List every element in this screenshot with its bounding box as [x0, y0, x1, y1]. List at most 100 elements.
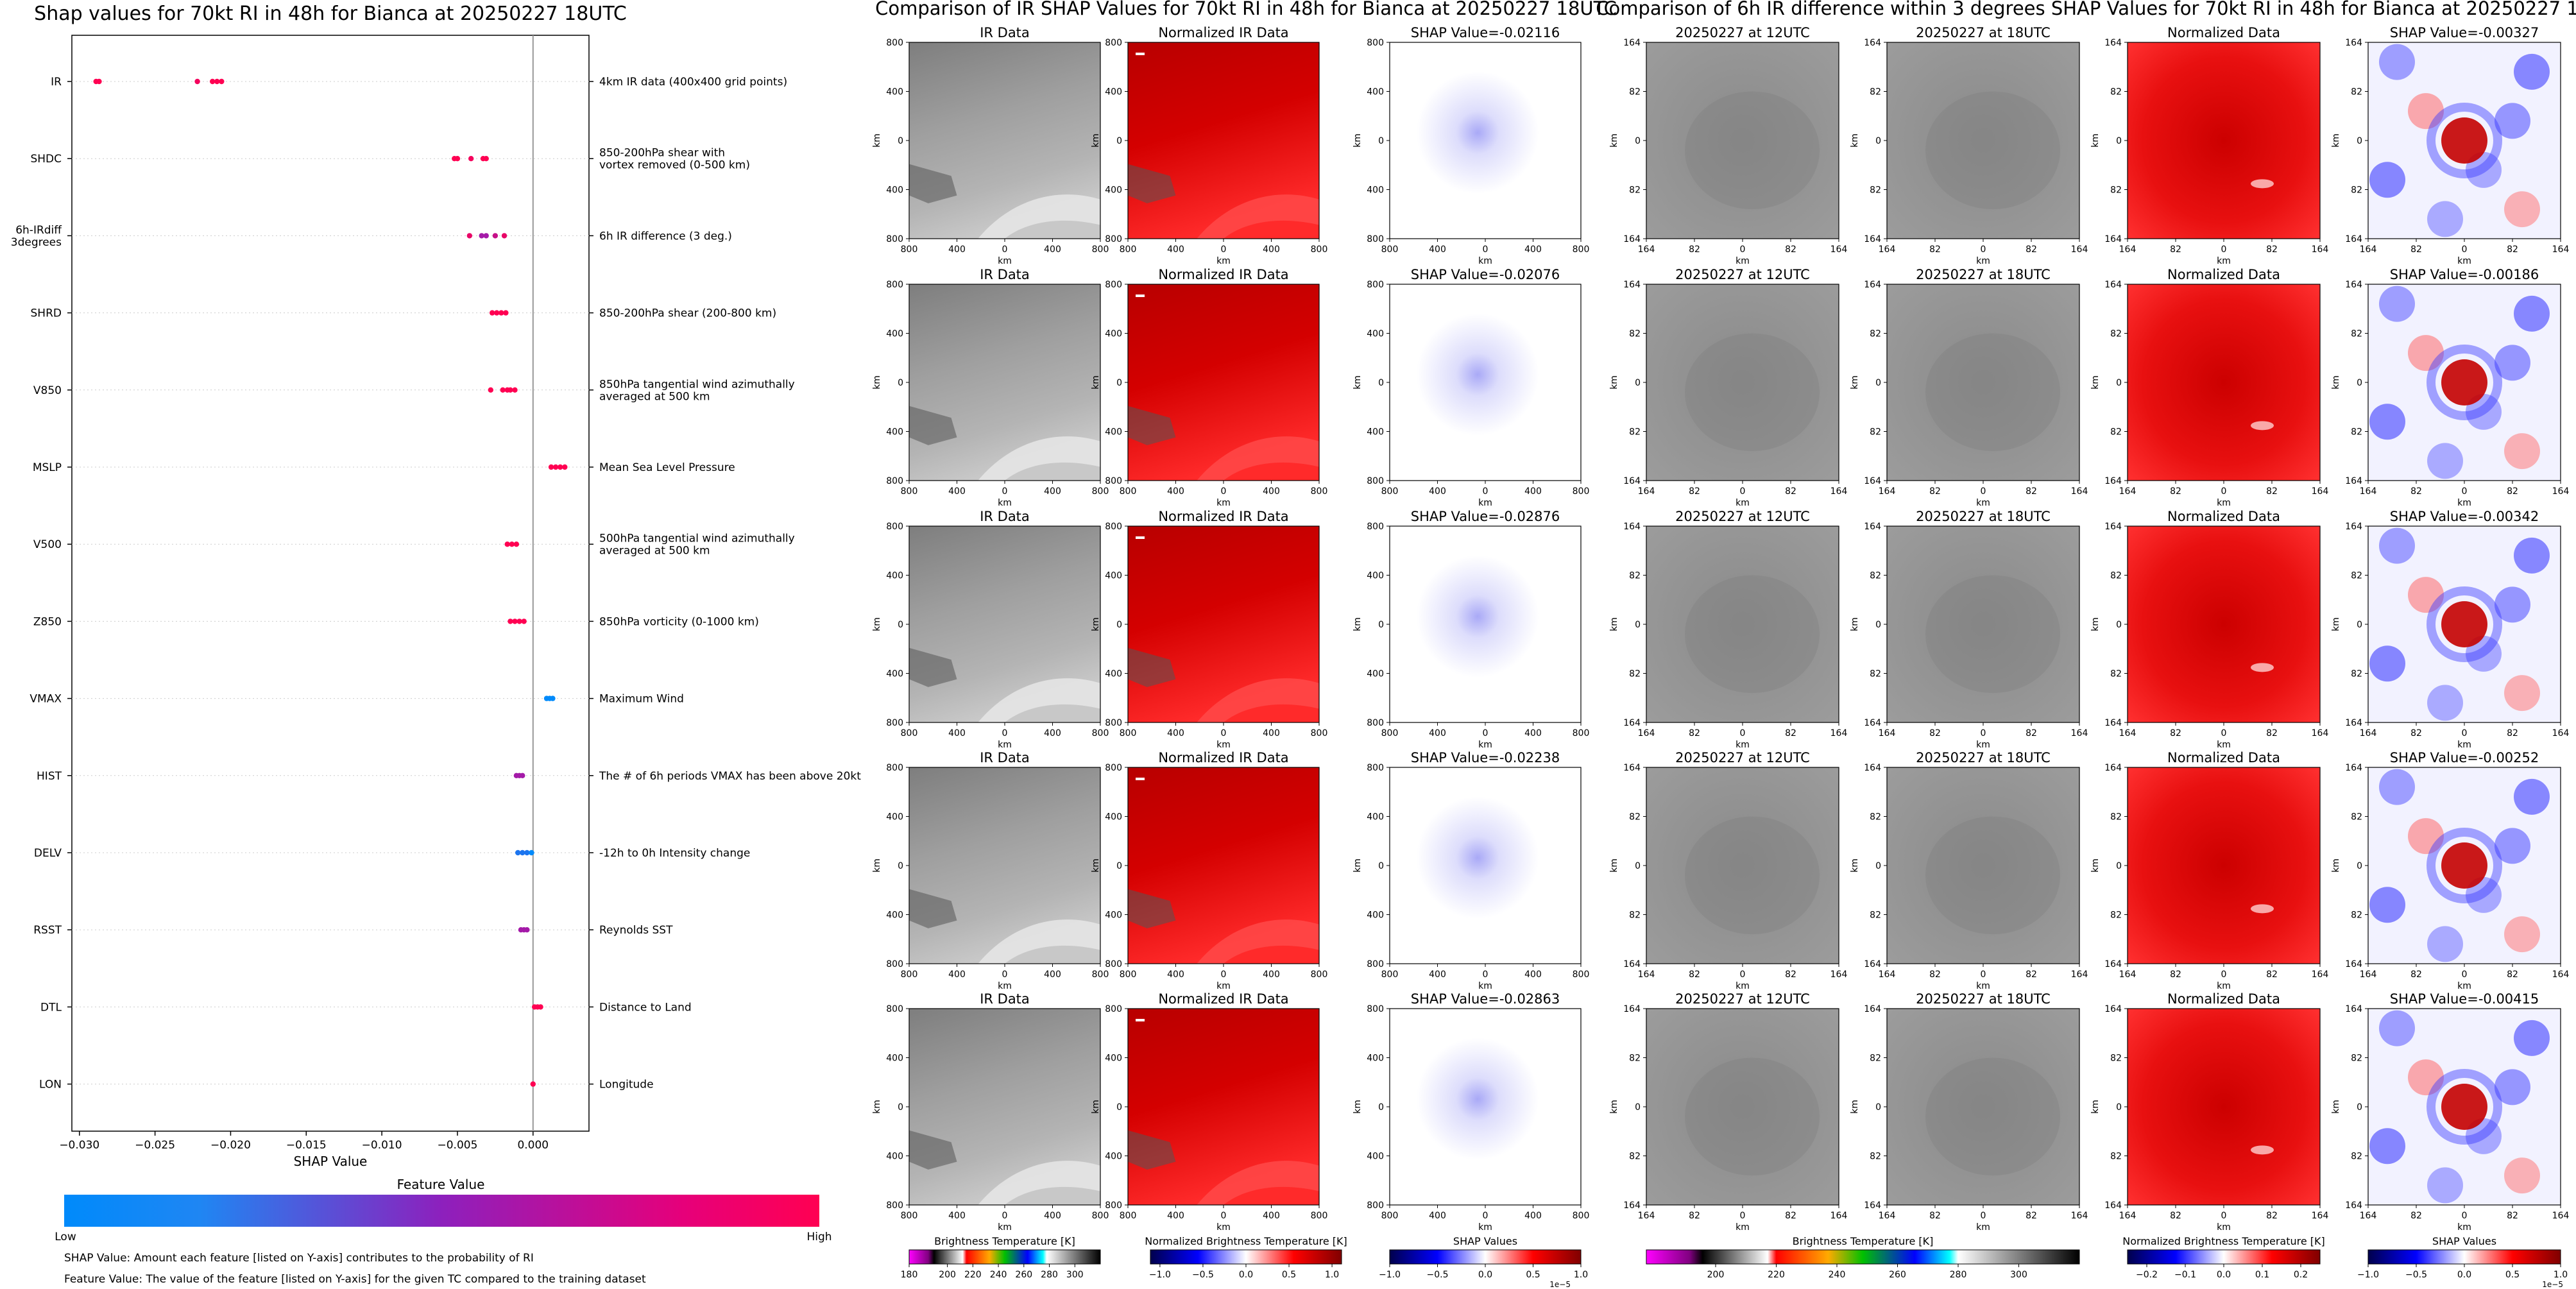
shap-cell: [2369, 404, 2405, 440]
y-tick-label: 164: [1864, 718, 1881, 728]
y-tick-label: 0: [2357, 1102, 2362, 1113]
y-tick-label: 0: [1116, 861, 1122, 871]
x-tick-label: 400: [1263, 1211, 1280, 1221]
y-axis-label: km: [872, 858, 882, 873]
y-tick-label: 164: [1623, 476, 1641, 486]
bright-spot: [2251, 421, 2274, 431]
y-tick-label: 82: [2351, 427, 2362, 438]
x-tick-label: 164: [2552, 1211, 2570, 1221]
y-tick-label: 164: [1623, 280, 1641, 290]
feature-description-label: -12h to 0h Intensity change: [599, 847, 750, 860]
y-tick-label: 400: [886, 1152, 903, 1162]
y-axis-label: km: [1850, 858, 1860, 873]
shap-point: [483, 233, 489, 239]
y-tick-label: 800: [1367, 1200, 1384, 1211]
y-tick-label: 164: [2345, 280, 2362, 290]
shap-point: [494, 310, 500, 316]
y-tick-label: 164: [2345, 522, 2362, 532]
y-tick-label: 400: [1105, 812, 1122, 823]
x-tick-label: 82: [1689, 486, 1700, 497]
colorbar-tick-label: −1.0: [2357, 1270, 2379, 1280]
x-tick-label: 82: [1929, 1211, 1941, 1221]
y-tick-label: 82: [2110, 910, 2122, 921]
x-tick-label: −0.030: [59, 1139, 99, 1152]
y-axis-label: km: [1609, 133, 1619, 148]
x-tick-label: 82: [2507, 486, 2518, 497]
colorbar: [1646, 1249, 2080, 1265]
x-tick-label: 400: [1263, 486, 1280, 497]
cloud-band: [1197, 1161, 1319, 1205]
y-tick-label: 800: [1367, 280, 1384, 290]
x-tick-label: 0: [1002, 486, 1008, 497]
feature-description-label: 850hPa tangential wind azimuthally averag…: [599, 378, 795, 403]
x-tick-label: 800: [1573, 1211, 1590, 1221]
y-tick-label: 164: [2345, 234, 2362, 244]
subplot-title-shap: SHAP Value=-0.00415: [2390, 991, 2539, 1007]
subplot-title-norm: Normalized Data: [2167, 991, 2280, 1007]
x-axis-label: km: [1976, 256, 1990, 266]
y-tick-label: 82: [1870, 669, 1881, 679]
x-tick-label: 0: [1981, 486, 1986, 497]
cloud-band: [1197, 436, 1319, 481]
y-axis-label: km: [872, 617, 882, 631]
shap-cell: [2427, 443, 2463, 479]
x-tick-label: 0: [1221, 1211, 1227, 1221]
shap-core: [2441, 117, 2487, 164]
y-tick-label: 0: [1116, 378, 1122, 388]
shap-point: [529, 849, 534, 856]
y-tick-label: 0: [2357, 136, 2362, 146]
x-axis-label: km: [2457, 498, 2471, 508]
x-tick-label: 800: [901, 728, 918, 738]
ir-diff-shap-panel: Comparison of 6h IR difference within 3 …: [1596, 0, 2576, 1289]
x-axis-label: km: [1976, 498, 1990, 508]
shap-cell: [2379, 1010, 2415, 1046]
x-tick-label: 800: [1381, 1211, 1399, 1221]
shap-ring: [2427, 103, 2502, 178]
y-tick-label: 0: [2116, 378, 2122, 388]
shap-point: [512, 619, 518, 624]
subplot-title-time: 20250227 at 18UTC: [1916, 991, 2051, 1007]
x-tick-label: 0: [2462, 486, 2468, 497]
x-tick-label: 82: [2026, 486, 2037, 497]
subplot-title-norm: Normalized Data: [2167, 267, 2280, 282]
colorbar-label: Normalized Brightness Temperature [K]: [1145, 1235, 1347, 1247]
x-tick-label: 400: [948, 1211, 966, 1221]
shap-ring: [2427, 345, 2502, 420]
land-mask: [1128, 164, 1176, 203]
x-tick-label: 0: [2221, 244, 2227, 255]
x-axis-label: km: [1478, 498, 1492, 508]
subplot-title-time: 20250227 at 12UTC: [1675, 991, 1810, 1007]
feature-description-label: Mean Sea Level Pressure: [599, 461, 735, 474]
y-tick-label: 400: [886, 910, 903, 921]
shap-point: [219, 78, 225, 85]
feature-description-label: Maximum Wind: [599, 693, 684, 706]
feature-code-label: HIST: [37, 770, 62, 783]
shap-point: [483, 156, 489, 162]
subplot-title-time: 20250227 at 18UTC: [1916, 267, 2051, 282]
shap-cell: [2408, 577, 2444, 613]
y-tick-label: 164: [2104, 522, 2122, 532]
y-tick-label: 82: [2110, 1054, 2122, 1064]
cloud-shield: [1685, 333, 1820, 452]
y-tick-label: 0: [1635, 136, 1641, 146]
x-tick-label: 400: [1429, 728, 1446, 738]
x-tick-label: 164: [1638, 969, 1655, 980]
shap-cell: [2369, 1128, 2405, 1165]
y-tick-label: 0: [898, 861, 903, 871]
y-axis-label: km: [1609, 617, 1619, 631]
x-tick-label: 164: [1830, 244, 1848, 255]
x-tick-label: 800: [901, 486, 918, 497]
shap-blob: [1416, 313, 1539, 436]
shap-blob: [1416, 1037, 1539, 1161]
y-tick-label: 0: [2116, 1102, 2122, 1113]
x-tick-label: 82: [1689, 728, 1700, 738]
x-tick-label: 164: [2312, 486, 2329, 497]
x-tick-label: 82: [2507, 728, 2518, 738]
cloud-band: [978, 1161, 1100, 1205]
y-tick-label: 0: [898, 136, 903, 146]
bright-spot: [2251, 904, 2274, 914]
x-axis-label: km: [998, 1222, 1012, 1233]
x-tick-label: 400: [1524, 728, 1542, 738]
y-tick-label: 82: [1629, 1054, 1641, 1064]
x-tick-label: 400: [1167, 244, 1184, 255]
